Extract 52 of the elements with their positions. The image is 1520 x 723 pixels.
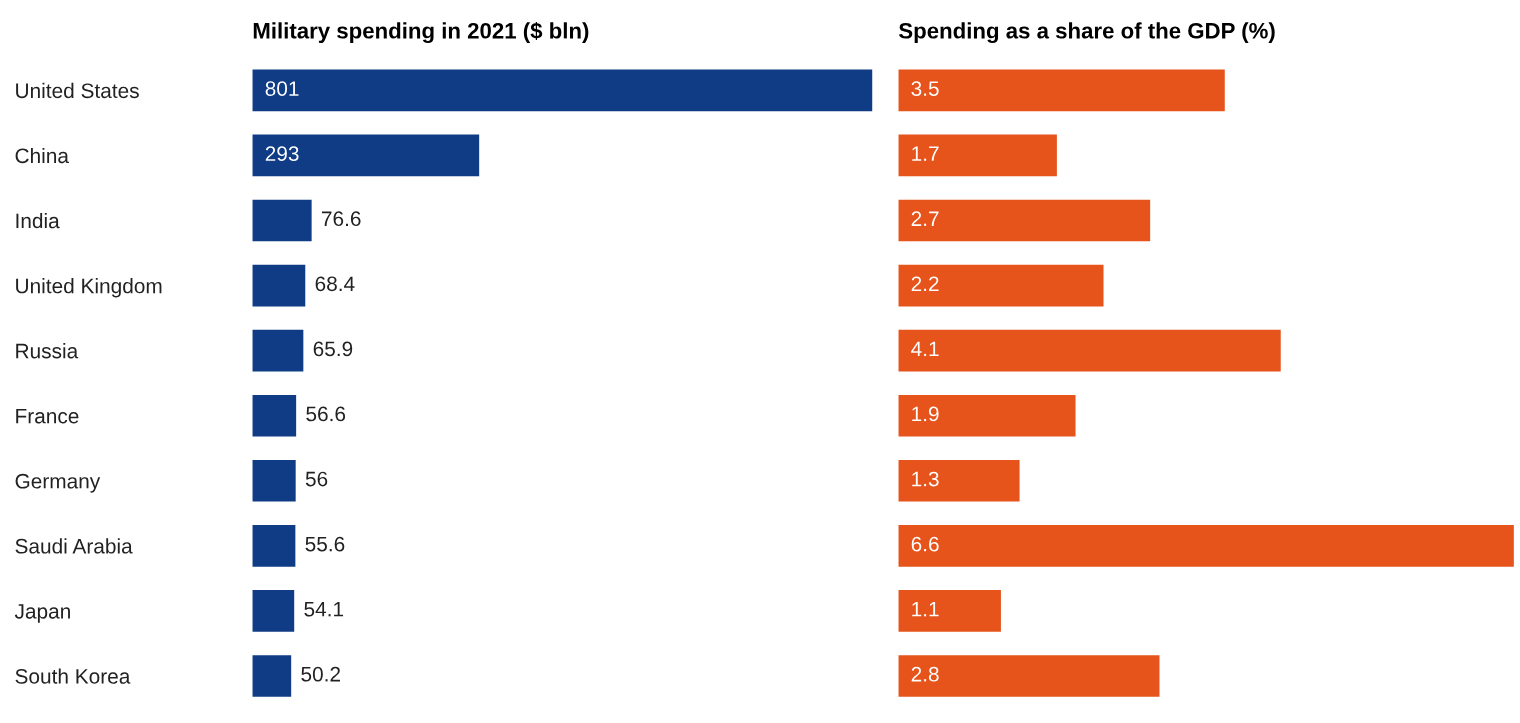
data-label: 76.6 (322, 211, 361, 227)
data-label: 50.2 (301, 666, 340, 682)
data-label: 6.6 (911, 536, 939, 552)
y-tick-label: China (15, 147, 69, 164)
y-tick-label: Saudi Arabia (15, 538, 133, 554)
bar (898, 199, 1151, 242)
data-label: 56.6 (306, 406, 346, 422)
data-label: 2.7 (911, 211, 939, 226)
chart-title: Spending as a share of the GDP (%) (898, 22, 1275, 44)
bar (252, 655, 292, 697)
data-label: 2.8 (911, 666, 939, 682)
data-label: 293 (265, 146, 299, 162)
chart-title: Military spending in 2021 ($ bln) (253, 21, 589, 44)
data-label: 1.9 (912, 406, 939, 422)
bar (252, 525, 296, 567)
data-label: 1.1 (912, 601, 939, 617)
data-label: 3.5 (911, 81, 939, 96)
bar (898, 655, 1160, 697)
bar (252, 69, 873, 112)
bar (898, 329, 1281, 372)
y-tick-label: India (16, 212, 60, 229)
data-label: 55.6 (305, 536, 345, 552)
bar (898, 69, 1225, 112)
y-tick-label: United States (16, 82, 139, 99)
data-label: 801 (265, 81, 299, 96)
data-label: 1.3 (912, 471, 939, 487)
y-tick-label: United Kingdom (16, 278, 162, 298)
y-tick-label: Japan (14, 604, 70, 623)
bar (252, 394, 297, 437)
y-tick-label: France (16, 408, 79, 424)
data-label: 2.2 (911, 276, 939, 291)
bar (898, 459, 1020, 502)
data-label: 65.9 (313, 341, 353, 357)
bar (898, 134, 1057, 177)
bar (898, 394, 1076, 437)
data-label: 4.1 (911, 341, 939, 357)
bar (252, 199, 312, 242)
data-label: 56 (305, 471, 328, 487)
y-tick-label: Russia (16, 343, 79, 359)
data-label: 68.4 (315, 276, 355, 292)
bar (898, 525, 1514, 567)
data-label: 54.1 (304, 601, 344, 617)
bar (252, 329, 304, 372)
bar (898, 590, 1001, 632)
bar (252, 459, 296, 502)
data-label: 1.7 (912, 146, 939, 161)
y-tick-label: Germany (15, 473, 101, 493)
y-tick-label: South Korea (15, 668, 131, 684)
bar (252, 590, 295, 632)
bar (898, 264, 1104, 307)
bar (252, 264, 306, 307)
bar (252, 134, 480, 177)
